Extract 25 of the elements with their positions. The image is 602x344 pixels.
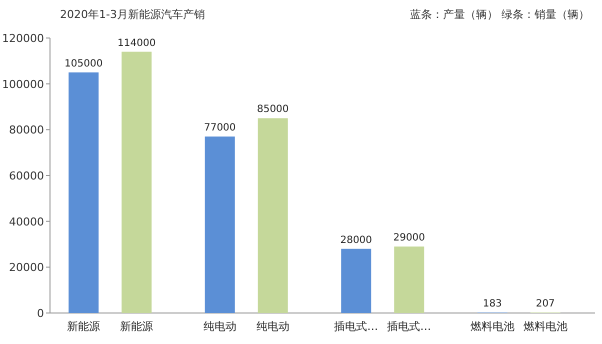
data-label: 77000	[204, 122, 236, 134]
x-tick-label: 新能源	[67, 320, 100, 333]
y-tick-label: 40000	[9, 215, 44, 228]
chart-title: 2020年1-3月新能源汽车产销	[60, 8, 205, 21]
data-label: 85000	[256, 104, 289, 116]
x-tick-label: 纯电动	[256, 320, 290, 333]
x-tick-label: 插电式…	[334, 320, 378, 333]
x-tick-label: 燃料电池	[523, 320, 568, 333]
y-tick-label: 0	[37, 307, 44, 320]
data-label: 28000	[340, 234, 372, 246]
x-tick-label: 燃料电池	[470, 320, 514, 333]
x-tick-label: 插电式…	[387, 320, 432, 333]
data-label: 207	[536, 298, 555, 310]
y-tick-label: 100000	[2, 78, 44, 91]
y-tick-label: 120000	[2, 32, 44, 45]
data-label: 183	[482, 298, 502, 310]
y-tick-label: 20000	[9, 261, 44, 274]
y-tick-label: 80000	[9, 124, 44, 137]
x-tick-label: 新能源	[120, 320, 154, 333]
x-tick-label: 纯电动	[203, 320, 236, 333]
data-label: 114000	[118, 38, 156, 49]
data-label: 29000	[393, 232, 426, 244]
text: 蓝条：产量（辆） 绿条：销量（辆）	[410, 8, 590, 21]
y-tick-label: 60000	[9, 170, 44, 182]
data-label: 105000	[64, 58, 103, 70]
